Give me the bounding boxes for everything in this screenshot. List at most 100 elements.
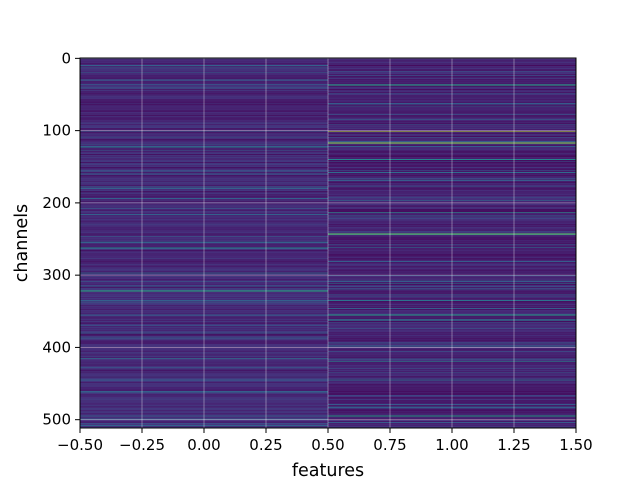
heatmap-cell [80, 214, 328, 216]
heatmap-cell [328, 271, 576, 273]
heatmap-cell [80, 240, 328, 242]
heatmap-cell [328, 121, 576, 123]
heatmap-cell [328, 406, 576, 408]
heatmap-cell [80, 284, 328, 287]
heatmap-cell [328, 143, 576, 145]
heatmap-cell [328, 118, 576, 120]
heatmap-cell [328, 367, 576, 369]
heatmap-cell [328, 298, 576, 300]
heatmap-cell [80, 379, 328, 381]
heatmap-cell [80, 355, 328, 357]
heatmap-cell [80, 290, 328, 292]
heatmap-cell [328, 378, 576, 380]
heatmap-cell [328, 149, 576, 151]
heatmap-cell [80, 253, 328, 255]
heatmap-cell [328, 304, 576, 306]
heatmap-cell [80, 378, 328, 380]
heatmap-cell [328, 394, 576, 396]
heatmap-cell [80, 260, 328, 262]
heatmap-cell [80, 327, 328, 329]
heatmap-cell [328, 177, 576, 179]
heatmap-cell [80, 401, 328, 404]
heatmap-cell [328, 283, 576, 285]
heatmap-cell [80, 213, 328, 215]
heatmap-cell [328, 216, 576, 219]
heatmap-cell [328, 186, 576, 188]
heatmap-cell [328, 344, 576, 347]
heatmap-cell [328, 72, 576, 74]
heatmap-cell [80, 129, 328, 131]
heatmap-cell [80, 100, 328, 102]
heatmap-cell [80, 291, 328, 293]
heatmap-cell [328, 396, 576, 398]
heatmap-cell [80, 373, 328, 375]
heatmap-cell [80, 177, 328, 179]
heatmap-cell [80, 339, 328, 341]
heatmap-cell [80, 181, 328, 183]
heatmap-cell [80, 115, 328, 117]
heatmap-cell [328, 375, 576, 378]
heatmap-cell [328, 91, 576, 93]
heatmap-cell [328, 90, 576, 92]
heatmap-cell [80, 203, 328, 205]
heatmap-cell [328, 222, 576, 224]
heatmap-cell [328, 365, 576, 367]
x-tick-label: −0.25 [119, 436, 165, 454]
heatmap-cell [80, 201, 328, 203]
heatmap-cell [328, 355, 576, 357]
heatmap-cell [328, 207, 576, 209]
heatmap-cell [328, 214, 576, 216]
heatmap-cell [80, 125, 328, 128]
heatmap-cell [80, 63, 328, 65]
heatmap-cell [80, 152, 328, 154]
heatmap-cell [80, 125, 328, 127]
heatmap-cell [80, 417, 328, 420]
heatmap-cell [80, 105, 328, 107]
heatmap-cells [80, 58, 576, 429]
heatmap-cell [80, 409, 328, 412]
heatmap-cell [80, 299, 328, 301]
heatmap-cell [80, 384, 328, 386]
heatmap-cell [328, 402, 576, 404]
heatmap-cell [328, 107, 576, 109]
heatmap-cell [80, 128, 328, 130]
heatmap-cell [328, 407, 576, 409]
heatmap-cell [80, 202, 328, 204]
heatmap-cell [328, 155, 576, 157]
heatmap-cell [80, 272, 328, 274]
heatmap-cell [328, 134, 576, 136]
heatmap-cell [328, 424, 576, 426]
heatmap-cell [328, 265, 576, 267]
x-tick-label: 0.50 [311, 436, 344, 454]
heatmap-cell [80, 376, 328, 378]
heatmap-cell [328, 323, 576, 326]
heatmap-cell [328, 168, 576, 170]
heatmap-cell [80, 323, 328, 326]
heatmap-cell [80, 161, 328, 163]
heatmap-cell [80, 368, 328, 370]
heatmap-cell [80, 61, 328, 63]
heatmap-cell [80, 392, 328, 394]
heatmap-cell [80, 86, 328, 89]
heatmap-cell [80, 188, 328, 190]
heatmap-cell [80, 412, 328, 414]
heatmap-cell [328, 289, 576, 292]
heatmap-cell [328, 409, 576, 411]
heatmap-cell [80, 141, 328, 143]
heatmap-cell [328, 295, 576, 297]
heatmap-cell [80, 409, 328, 411]
heatmap-cell [328, 425, 576, 427]
heatmap-cell [80, 188, 328, 190]
heatmap-cell [328, 230, 576, 232]
heatmap-cell [80, 321, 328, 323]
heatmap-cell [80, 306, 328, 308]
heatmap-cell [80, 121, 328, 123]
heatmap-cell [328, 101, 576, 103]
heatmap-cell [328, 344, 576, 346]
heatmap-cell [80, 95, 328, 97]
heatmap-cell [328, 185, 576, 188]
heatmap-cell [80, 302, 328, 305]
heatmap-cell [80, 339, 328, 341]
heatmap-cell [80, 138, 328, 140]
heatmap-cell [328, 336, 576, 339]
